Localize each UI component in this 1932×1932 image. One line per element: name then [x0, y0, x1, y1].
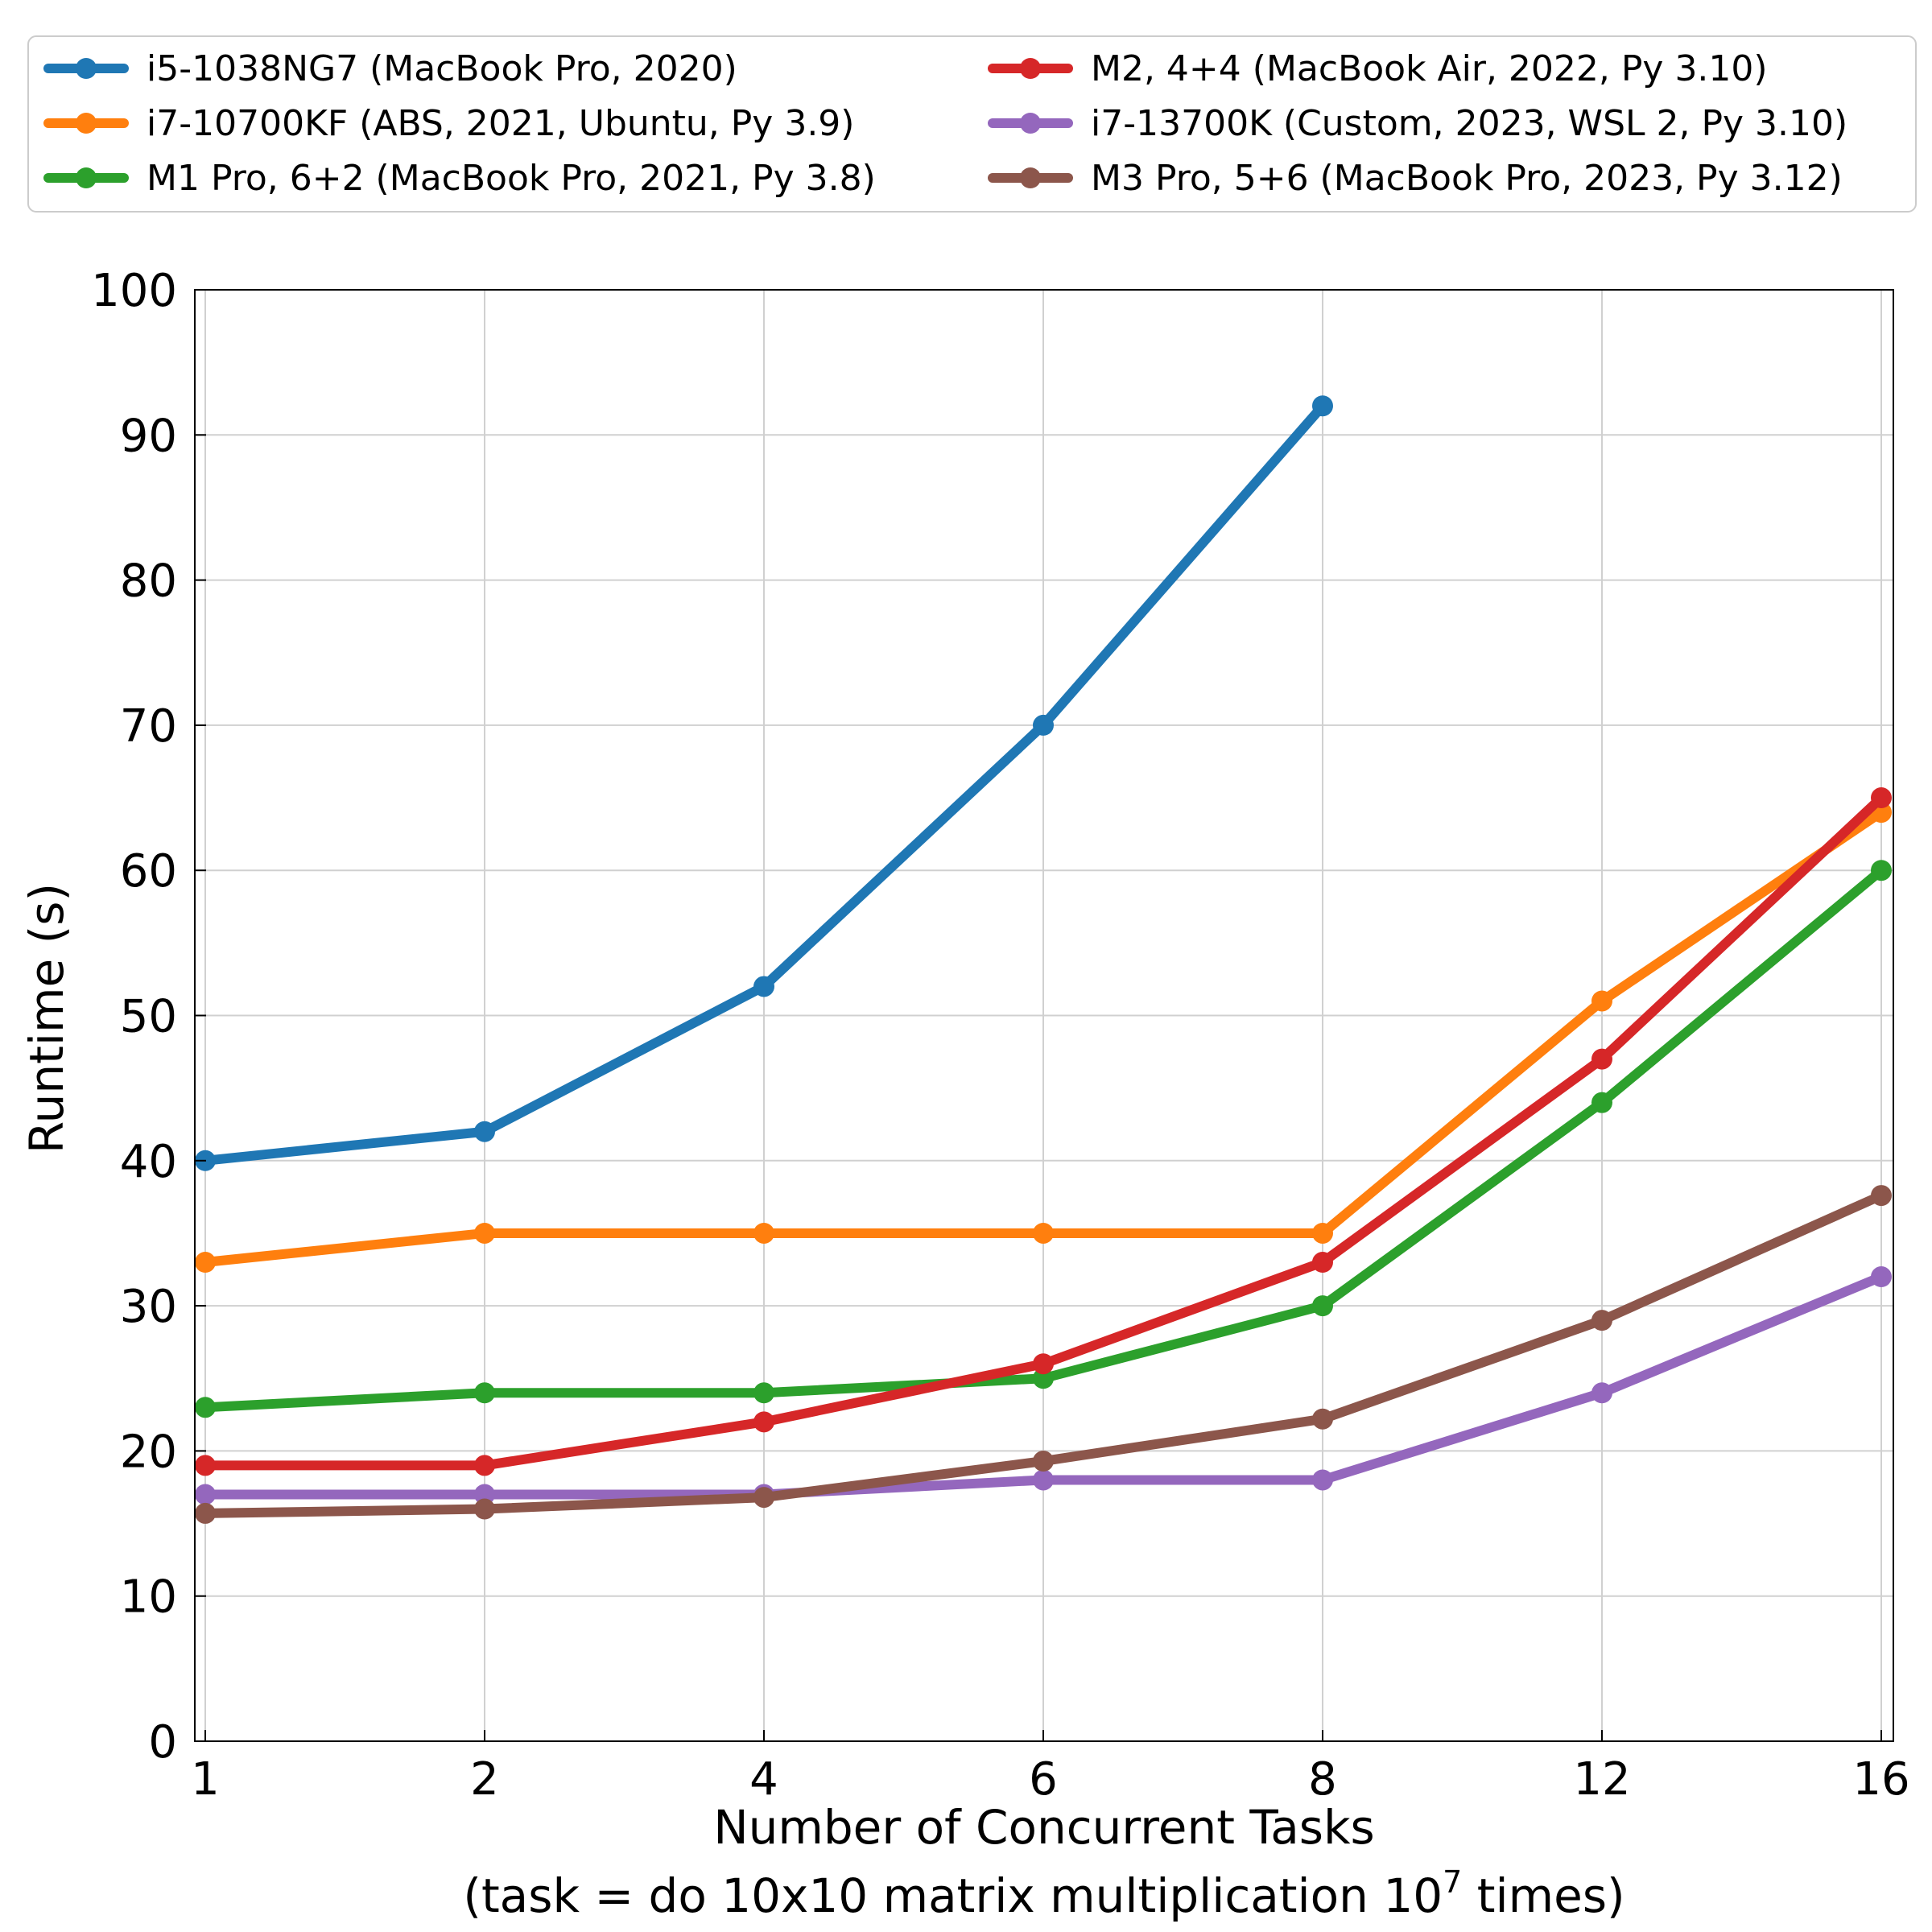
legend-swatch-marker — [1020, 167, 1041, 188]
series-4 — [195, 787, 1892, 1476]
data-point — [1871, 1266, 1892, 1288]
legend-entry: i5-1038NG7 (MacBook Pro, 2020) — [43, 48, 737, 89]
legend-swatch-marker — [76, 113, 97, 134]
data-point — [1312, 1469, 1333, 1491]
data-point — [1033, 1368, 1054, 1389]
data-point — [474, 1498, 495, 1520]
legend-label: i7-10700KF (ABS, 2021, Ubuntu, Py 3.9) — [147, 103, 854, 144]
y-tick-label: 0 — [148, 1716, 177, 1769]
series-1 — [195, 395, 1333, 1171]
y-tick-label: 70 — [120, 700, 177, 753]
data-point — [753, 1222, 774, 1244]
y-tick-label: 30 — [120, 1281, 177, 1333]
data-point — [474, 1121, 495, 1142]
series-6 — [195, 1185, 1892, 1524]
legend-label: i7-13700K (Custom, 2023, WSL 2, Py 3.10) — [1091, 103, 1847, 144]
data-point — [753, 976, 774, 997]
data-point — [1871, 1185, 1892, 1207]
y-tick-label: 80 — [120, 555, 177, 608]
data-point — [753, 1382, 774, 1404]
data-point — [1591, 1092, 1612, 1113]
data-point — [1033, 1469, 1054, 1491]
y-tick-label: 10 — [120, 1571, 177, 1624]
legend-entry: i7-10700KF (ABS, 2021, Ubuntu, Py 3.9) — [43, 103, 854, 144]
data-point — [195, 1455, 216, 1476]
x-axis-label: Number of Concurrent Tasks — [713, 1800, 1375, 1855]
series-3 — [195, 860, 1892, 1418]
data-point — [1591, 1382, 1612, 1404]
data-point — [753, 1487, 774, 1509]
data-point — [1312, 1295, 1333, 1317]
data-point — [1033, 1451, 1054, 1472]
x-tick-label: 1 — [191, 1753, 220, 1806]
grid — [195, 289, 1893, 1742]
x-tick-label: 2 — [470, 1753, 499, 1806]
data-point — [474, 1222, 495, 1244]
legend-box — [27, 35, 1917, 213]
legend-label: i5-1038NG7 (MacBook Pro, 2020) — [147, 48, 737, 89]
x-tick-label: 16 — [1852, 1753, 1909, 1806]
y-tick-label: 60 — [120, 845, 177, 898]
data-point — [474, 1484, 495, 1505]
x-tick-label: 4 — [749, 1753, 778, 1806]
data-point — [1591, 990, 1612, 1012]
data-point — [1871, 787, 1892, 809]
data-point — [195, 1484, 216, 1505]
data-point — [1033, 714, 1054, 736]
data-point — [1312, 395, 1333, 417]
legend-entry: M1 Pro, 6+2 (MacBook Pro, 2021, Py 3.8) — [43, 158, 876, 199]
y-tick-label: 20 — [120, 1426, 177, 1478]
y-tick-label: 100 — [91, 265, 177, 317]
legend-swatch-marker — [1020, 58, 1041, 79]
x-axis-sublabel-suffix: times) — [1462, 1868, 1624, 1923]
legend-label: M1 Pro, 6+2 (MacBook Pro, 2021, Py 3.8) — [147, 158, 876, 199]
legend: i5-1038NG7 (MacBook Pro, 2020) i7-10700KF… — [27, 35, 1917, 213]
y-tick-label: 40 — [120, 1136, 177, 1188]
x-tick-label: 8 — [1308, 1753, 1337, 1806]
data-point — [1312, 1408, 1333, 1430]
x-axis-sublabel-exponent: 7 — [1443, 1864, 1462, 1900]
x-axis-sublabel: (task = do 10x10 matrix multiplication 1… — [463, 1864, 1624, 1923]
data-point — [474, 1455, 495, 1476]
legend-swatch-marker — [76, 167, 97, 188]
x-tick-label: 6 — [1029, 1753, 1058, 1806]
data-point — [1871, 860, 1892, 881]
legend-label: M2, 4+4 (MacBook Air, 2022, Py 3.10) — [1091, 48, 1768, 89]
legend-swatch-marker — [76, 58, 97, 79]
y-tick-label: 90 — [120, 410, 177, 462]
data-point — [1312, 1252, 1333, 1274]
legend-entry: i7-13700K (Custom, 2023, WSL 2, Py 3.10) — [988, 103, 1847, 144]
legend-swatch-marker — [1020, 113, 1041, 134]
data-point — [195, 1252, 216, 1274]
y-tick-label: 50 — [120, 991, 177, 1043]
data-point — [1591, 1310, 1612, 1331]
data-point — [753, 1411, 774, 1433]
data-point — [195, 1397, 216, 1418]
data-point — [195, 1502, 216, 1524]
data-point — [1312, 1222, 1333, 1244]
y-axis-label: Runtime (s) — [19, 883, 74, 1154]
legend-entry: M2, 4+4 (MacBook Air, 2022, Py 3.10) — [988, 48, 1768, 89]
data-point — [1033, 1353, 1054, 1375]
data-point — [474, 1382, 495, 1404]
x-tick-label: 12 — [1573, 1753, 1630, 1806]
data-point — [1591, 1048, 1612, 1070]
x-axis-sublabel-prefix: (task = do 10x10 matrix multiplication 1… — [463, 1868, 1443, 1923]
legend-label: M3 Pro, 5+6 (MacBook Pro, 2023, Py 3.12) — [1091, 158, 1843, 199]
legend-entry: M3 Pro, 5+6 (MacBook Pro, 2023, Py 3.12) — [988, 158, 1843, 199]
data-point — [1033, 1222, 1054, 1244]
series-layer — [195, 395, 1892, 1524]
